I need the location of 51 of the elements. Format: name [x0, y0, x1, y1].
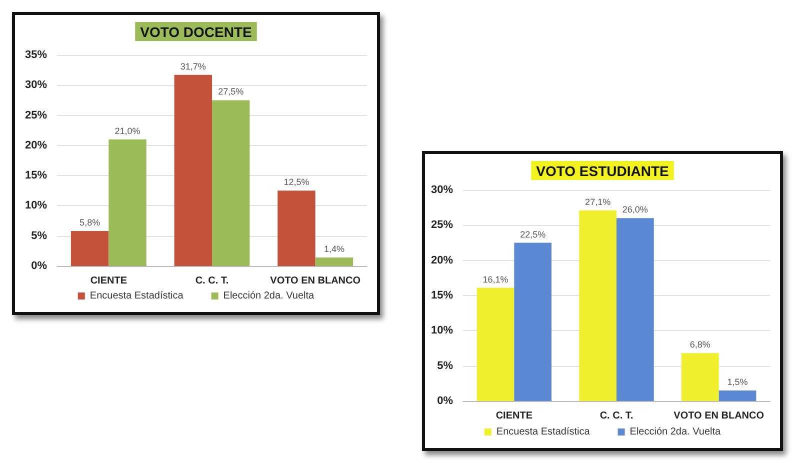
y-tick-label: 5%: [437, 360, 454, 372]
bar: [579, 210, 616, 401]
bar: [476, 288, 514, 401]
bar: [174, 74, 212, 266]
x-tick-label: CIENTE: [90, 276, 128, 286]
data-label: 12,5%: [284, 177, 310, 188]
data-label: 6,8%: [690, 340, 710, 350]
data-label: 27,5%: [218, 86, 244, 97]
x-tick-label: C. C. T.: [600, 410, 634, 422]
data-label: 27,1%: [585, 196, 611, 207]
data-label: 16,1%: [482, 274, 508, 284]
bar: [514, 242, 552, 401]
y-tick-label: 20%: [430, 254, 454, 266]
y-tick-label: 25%: [24, 109, 48, 122]
data-label: 22,5%: [520, 229, 546, 240]
y-tick-label: 15%: [24, 170, 48, 182]
bar: [315, 258, 354, 266]
legend-label: Encuesta Estadística: [90, 290, 184, 302]
y-tick-label: 0%: [437, 395, 454, 407]
bar: [212, 100, 250, 266]
data-label: 21,0%: [114, 126, 140, 136]
y-tick-label: 0%: [31, 260, 48, 272]
bar: [718, 390, 756, 401]
bar: [616, 218, 654, 401]
legend-label: Elección 2da. Vuelta: [223, 290, 315, 302]
bar: [70, 231, 109, 266]
data-label: 5,8%: [80, 218, 100, 228]
bar: [278, 190, 316, 266]
y-tick-label: 5%: [31, 230, 48, 242]
y-tick-label: 30%: [430, 184, 454, 196]
x-tick-label: C. C. T.: [195, 276, 229, 286]
bar: [108, 139, 146, 266]
y-tick-label: 20%: [24, 139, 48, 152]
x-tick-label: VOTO EN BLANCO: [674, 410, 764, 422]
y-tick-label: 15%: [430, 290, 454, 302]
data-label: 1,5%: [727, 376, 748, 387]
legend-label: Encuesta Estadística: [496, 426, 590, 438]
chart-title: VOTO DOCENTE: [140, 24, 252, 40]
y-tick-label: 10%: [24, 200, 48, 212]
y-tick-label: 30%: [24, 79, 48, 92]
data-label: 1,4%: [324, 244, 344, 254]
x-tick-label: VOTO EN BLANCO: [270, 276, 361, 286]
bar: [681, 353, 719, 401]
y-tick-label: 35%: [24, 49, 48, 61]
legend-label: Elección 2da. Vuelta: [630, 426, 722, 438]
y-tick-label: 25%: [430, 219, 454, 232]
data-label: 31,7%: [180, 61, 206, 72]
x-tick-label: CIENTE: [496, 410, 533, 422]
data-label: 26,0%: [622, 204, 648, 215]
chart-title: VOTO ESTUDIANTE: [536, 163, 669, 179]
y-tick-label: 10%: [430, 324, 454, 337]
